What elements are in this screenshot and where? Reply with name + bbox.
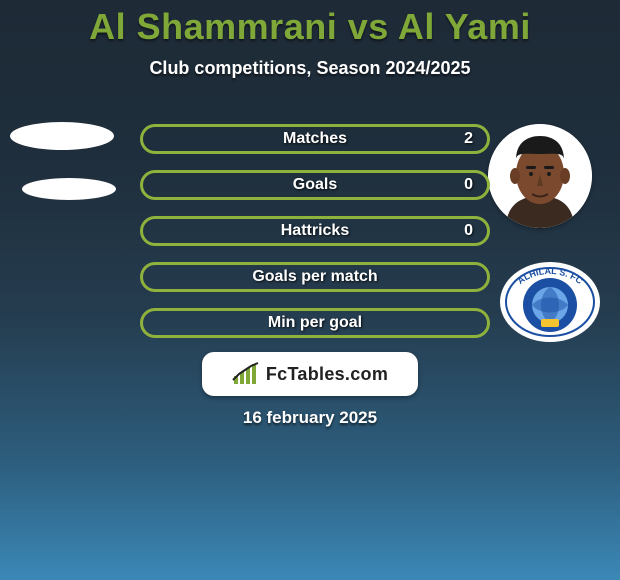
stat-right-value: 2	[464, 130, 473, 148]
title-text: Al Shammrani vs Al Yami	[89, 6, 531, 47]
player-right-club-crest: ALHILAL S. FC	[498, 260, 602, 344]
chart-icon	[232, 362, 260, 386]
stat-label: Goals per match	[252, 268, 377, 286]
fctables-badge[interactable]: FcTables.com	[202, 352, 418, 396]
stat-bar: Hattricks 0	[140, 216, 490, 246]
stat-bar: Goals 0	[140, 170, 490, 200]
stat-bar: Min per goal	[140, 308, 490, 338]
stats-bars: Matches 2 Goals 0 Hattricks 0 Goals per …	[140, 124, 490, 354]
stat-bar: Matches 2	[140, 124, 490, 154]
subtitle: Club competitions, Season 2024/2025	[0, 58, 620, 79]
player-left-avatar-placeholder	[10, 122, 114, 150]
date: 16 february 2025	[0, 408, 620, 428]
stat-label: Matches	[283, 130, 347, 148]
stat-right-value: 0	[464, 222, 473, 240]
player-left-crest-placeholder	[22, 178, 116, 200]
stat-label: Hattricks	[281, 222, 349, 240]
player-right-avatar	[488, 124, 592, 228]
subtitle-text: Club competitions, Season 2024/2025	[149, 58, 470, 78]
brand-text: FcTables.com	[266, 364, 388, 385]
stat-bar: Goals per match	[140, 262, 490, 292]
stat-label: Min per goal	[268, 314, 362, 332]
date-text: 16 february 2025	[243, 408, 377, 427]
stat-right-value: 0	[464, 176, 473, 194]
stat-label: Goals	[293, 176, 337, 194]
page-title: Al Shammrani vs Al Yami	[0, 0, 620, 48]
